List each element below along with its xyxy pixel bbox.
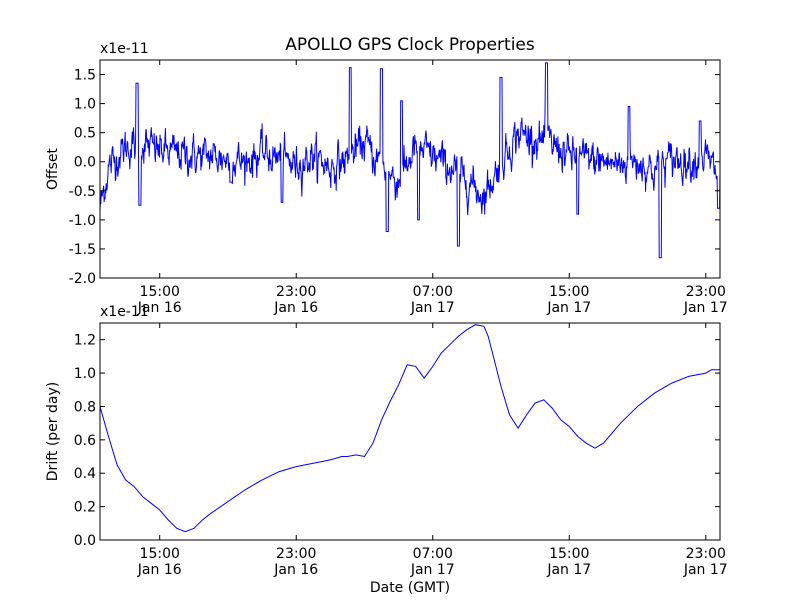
offset-xtick-label-time: 23:00: [276, 284, 316, 300]
drift-xlabel: Date (GMT): [370, 580, 450, 596]
drift-xtick-label-date: Jan 16: [137, 562, 182, 578]
drift-xtick-label-date: Jan 17: [546, 562, 591, 578]
chart-title: APOLLO GPS Clock Properties: [285, 35, 535, 55]
drift-ytick-label: 0.4: [74, 466, 96, 482]
offset-xtick-label-date: Jan 16: [273, 300, 318, 316]
offset-ytick-label: -2.0: [69, 271, 96, 287]
offset-xtick-label-date: Jan 17: [410, 300, 455, 316]
drift-xtick-label-date: Jan 17: [410, 562, 455, 578]
drift-xtick-label-time: 15:00: [549, 546, 589, 562]
offset-xtick-label-time: 15:00: [140, 284, 180, 300]
drift-ylabel: Drift (per day): [45, 382, 61, 481]
drift-xtick-label-date: Jan 17: [683, 562, 728, 578]
drift-ytick-label: 0.0: [74, 533, 96, 549]
drift-ytick-label: 1.2: [74, 333, 96, 349]
drift-xtick-label-time: 15:00: [140, 546, 180, 562]
offset-ytick-label: 1.0: [74, 97, 96, 113]
drift-axes-frame: [99, 322, 721, 541]
offset-ytick-label: -1.0: [69, 213, 96, 229]
drift-xtick-label-time: 23:00: [276, 546, 316, 562]
offset-axes-frame: [99, 59, 721, 279]
offset-xtick-label-time: 15:00: [549, 284, 589, 300]
offset-xtick-label-time: 07:00: [413, 284, 453, 300]
offset-xtick-label-date: Jan 16: [137, 300, 182, 316]
offset-series-line: [100, 62, 720, 259]
drift-xtick-label-time: 07:00: [413, 546, 453, 562]
drift-ytick-label: 1.0: [74, 366, 96, 382]
offset-ytick-label: -0.5: [69, 184, 96, 200]
drift-ytick-label: 0.2: [74, 500, 96, 516]
offset-ylabel: Offset: [45, 147, 61, 190]
offset-xtick-label-time: 23:00: [686, 284, 726, 300]
offset-ytick-label: 0.5: [74, 126, 96, 142]
drift-xtick-label-time: 23:00: [686, 546, 726, 562]
drift-xtick-label-date: Jan 16: [273, 562, 318, 578]
drift-ytick-label: 0.6: [74, 433, 96, 449]
offset-xtick-label-date: Jan 17: [546, 300, 591, 316]
drift-scale-label: x1e-11: [100, 304, 149, 320]
offset-xtick-label-date: Jan 17: [683, 300, 728, 316]
offset-ytick-label: 0.0: [74, 155, 96, 171]
drift-series-line: [100, 324, 720, 533]
offset-ytick-label: -1.5: [69, 242, 96, 258]
offset-scale-label: x1e-11: [100, 41, 149, 57]
drift-ytick-label: 0.8: [74, 399, 96, 415]
offset-ytick-label: 1.5: [74, 68, 96, 84]
